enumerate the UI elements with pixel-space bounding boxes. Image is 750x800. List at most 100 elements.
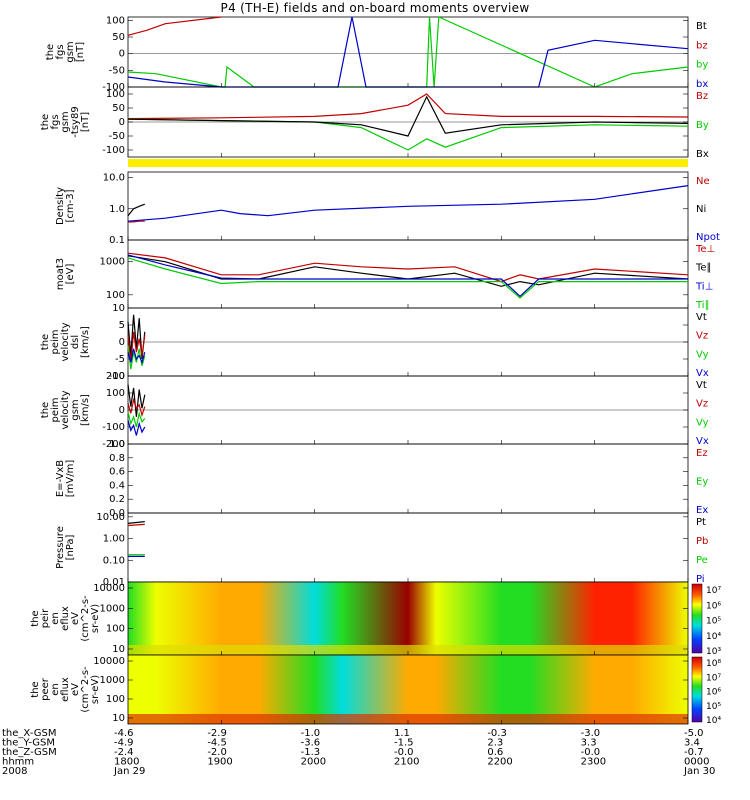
y-tick-label: -5 — [115, 354, 125, 365]
legend-label: Vt — [696, 380, 707, 391]
y-tick-label: -100 — [102, 145, 125, 156]
y-axis-label: Pressure[nPa] — [55, 526, 76, 569]
y-tick-label: 0.01 — [103, 577, 125, 588]
time-axis-value: 1900 — [207, 757, 232, 768]
y-axis-label-line: the — [45, 44, 56, 60]
y-axis-label-line: gsm — [60, 111, 71, 132]
time-axis-value: -2.9 — [207, 728, 227, 739]
y-axis-label: thefgsgsm-tsy89[nT] — [40, 106, 91, 137]
y-axis-label: Density[cm-3] — [55, 187, 76, 225]
y-axis-label-line: dsl — [70, 335, 81, 349]
y-axis-label-line: velocity — [60, 390, 71, 429]
y-axis-label: E=-VxB[mV/m] — [55, 460, 76, 498]
y-tick-label: 0.10 — [103, 555, 125, 566]
y-tick-label: 0.2 — [109, 494, 125, 505]
y-axis-label-line: (cm^2-s- — [80, 595, 91, 642]
y-axis-label-line: eflux — [60, 677, 71, 702]
legend-label: Vy — [696, 349, 709, 360]
y-tick-label: 100 — [106, 290, 125, 301]
y-tick-label: 100 — [106, 694, 125, 705]
time-axis-value: 2100 — [394, 757, 419, 768]
legend-label: Npot — [696, 232, 720, 243]
series-line-Vt — [127, 384, 146, 417]
legend-label: Ez — [696, 448, 708, 459]
series-line-Ti⊥ — [127, 254, 688, 298]
y-tick-label: 100 — [106, 15, 125, 26]
legend-label: Vz — [696, 399, 708, 410]
series-line-Ne — [128, 220, 145, 223]
y-tick-label: 10000 — [93, 656, 125, 667]
series-line-Vy — [127, 345, 146, 370]
legend-label: Ey — [696, 477, 708, 488]
legend-label: Bt — [696, 21, 707, 32]
time-axis-value: 3.4 — [684, 738, 700, 749]
y-tick-label: 0 — [119, 405, 125, 416]
colorbar-tick-label: 10⁴ — [706, 632, 721, 642]
y-axis-label-line: gsm — [65, 41, 76, 62]
series-line-By — [127, 118, 689, 151]
y-axis-label-line: moat3 — [55, 258, 66, 290]
legend-label: Te⊥ — [695, 244, 715, 255]
series-line-Bz — [127, 93, 689, 120]
legend-label: Vt — [696, 312, 707, 323]
y-axis-label-line: en — [50, 612, 61, 625]
colorbar — [691, 656, 703, 723]
time-axis-value: Jan 30 — [683, 766, 715, 777]
y-tick-label: 0 — [119, 49, 125, 60]
y-axis-label-line: [nT] — [75, 42, 86, 62]
y-tick-label: 50 — [112, 32, 125, 43]
y-tick-label: -50 — [109, 65, 125, 76]
heatmap-image — [128, 655, 688, 724]
y-axis-label: thepeimvelocitydsl[km/s] — [40, 322, 91, 361]
y-tick-label: 10 — [112, 713, 125, 724]
legend-label: Ex — [696, 505, 708, 516]
legend-label: Ne — [696, 176, 710, 187]
y-axis-label-line: -tsy89 — [70, 106, 81, 137]
y-axis-label-line: [nT] — [80, 112, 91, 132]
time-axis-value: -4.6 — [114, 728, 134, 739]
colorbar-tick-label: 10⁶ — [706, 688, 721, 698]
series-line-Vy — [127, 411, 146, 428]
time-axis-value: 2200 — [487, 757, 512, 768]
y-tick-label: 10 — [112, 644, 125, 655]
time-axis-value: 2000 — [301, 757, 326, 768]
y-axis-label-line: gsm — [70, 399, 81, 420]
y-tick-label: 10.0 — [103, 173, 125, 184]
y-axis-label-line: [mV/m] — [65, 460, 76, 498]
y-tick-label: 200 — [106, 371, 125, 382]
colorbar-tick-label: 10⁶ — [706, 601, 721, 611]
series-line-by — [127, 16, 689, 88]
y-axis-label-line: eflux — [60, 606, 71, 631]
colorbar-tick-label: 10⁵ — [706, 702, 721, 712]
time-axis-value: -4.5 — [207, 738, 227, 749]
time-axis-value: -5.0 — [684, 728, 704, 739]
y-tick-label: 0 — [119, 117, 125, 128]
time-axis-value: -3.0 — [581, 728, 601, 739]
legend-label: by — [696, 60, 708, 71]
y-tick-label: 0.1 — [109, 235, 125, 246]
y-tick-label: 10.00 — [96, 512, 125, 523]
time-axis-value: -3.6 — [301, 738, 321, 749]
time-axis-value: 0.6 — [487, 747, 503, 758]
panel-frame — [127, 512, 689, 583]
y-tick-label: 1000 — [100, 675, 125, 686]
legend-label: Pb — [696, 536, 708, 547]
colorbar-tick-label: 10⁸ — [706, 659, 721, 669]
time-axis-value: -0.3 — [487, 728, 507, 739]
panel-frame — [127, 443, 689, 514]
y-axis-label-line: the — [40, 114, 51, 130]
y-tick-label: 1000 — [100, 603, 125, 614]
y-tick-label: -200 — [102, 439, 125, 450]
time-axis-value: -1.5 — [394, 738, 414, 749]
legend-label: Te∥ — [695, 263, 712, 274]
colorbar — [691, 583, 703, 654]
legend-label: Vx — [696, 368, 709, 379]
time-axis-value: -2.4 — [114, 747, 134, 758]
legend-label: bz — [696, 40, 708, 51]
time-axis-value: -2.0 — [207, 747, 227, 758]
y-axis-label-line: [km/s] — [80, 394, 91, 426]
y-axis-label-line: [km/s] — [80, 326, 91, 358]
y-axis-label-line: E=-VxB — [55, 460, 66, 497]
y-tick-label: -50 — [109, 131, 125, 142]
